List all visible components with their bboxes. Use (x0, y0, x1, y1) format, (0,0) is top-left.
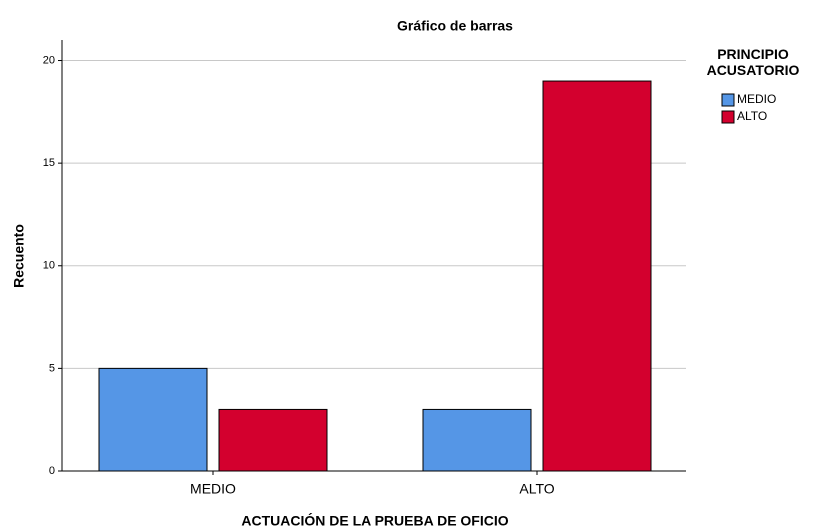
legend-title: PRINCIPIO ACUSATORIO (707, 46, 800, 78)
chart-title: Gráfico de barras (397, 18, 513, 34)
y-tick-label: 20 (43, 54, 55, 66)
x-tick-label: MEDIO (190, 481, 236, 497)
y-tick-label: 10 (43, 260, 55, 272)
x-tick-label: ALTO (519, 481, 554, 497)
x-axis-label: ACTUACIÓN DE LA PRUEBA DE OFICIO (241, 512, 508, 529)
bar (422, 408, 532, 472)
legend-label: ALTO (737, 109, 767, 123)
bar (98, 367, 208, 472)
legend-swatch (721, 110, 735, 124)
y-tick-label: 5 (49, 362, 55, 374)
y-axis-label: Recuento (11, 224, 27, 288)
bar (542, 80, 652, 472)
y-tick-label: 0 (49, 465, 55, 477)
legend-swatch (721, 93, 735, 107)
legend-label: MEDIO (737, 92, 776, 106)
y-tick-label: 15 (43, 157, 55, 169)
bar (218, 408, 328, 472)
